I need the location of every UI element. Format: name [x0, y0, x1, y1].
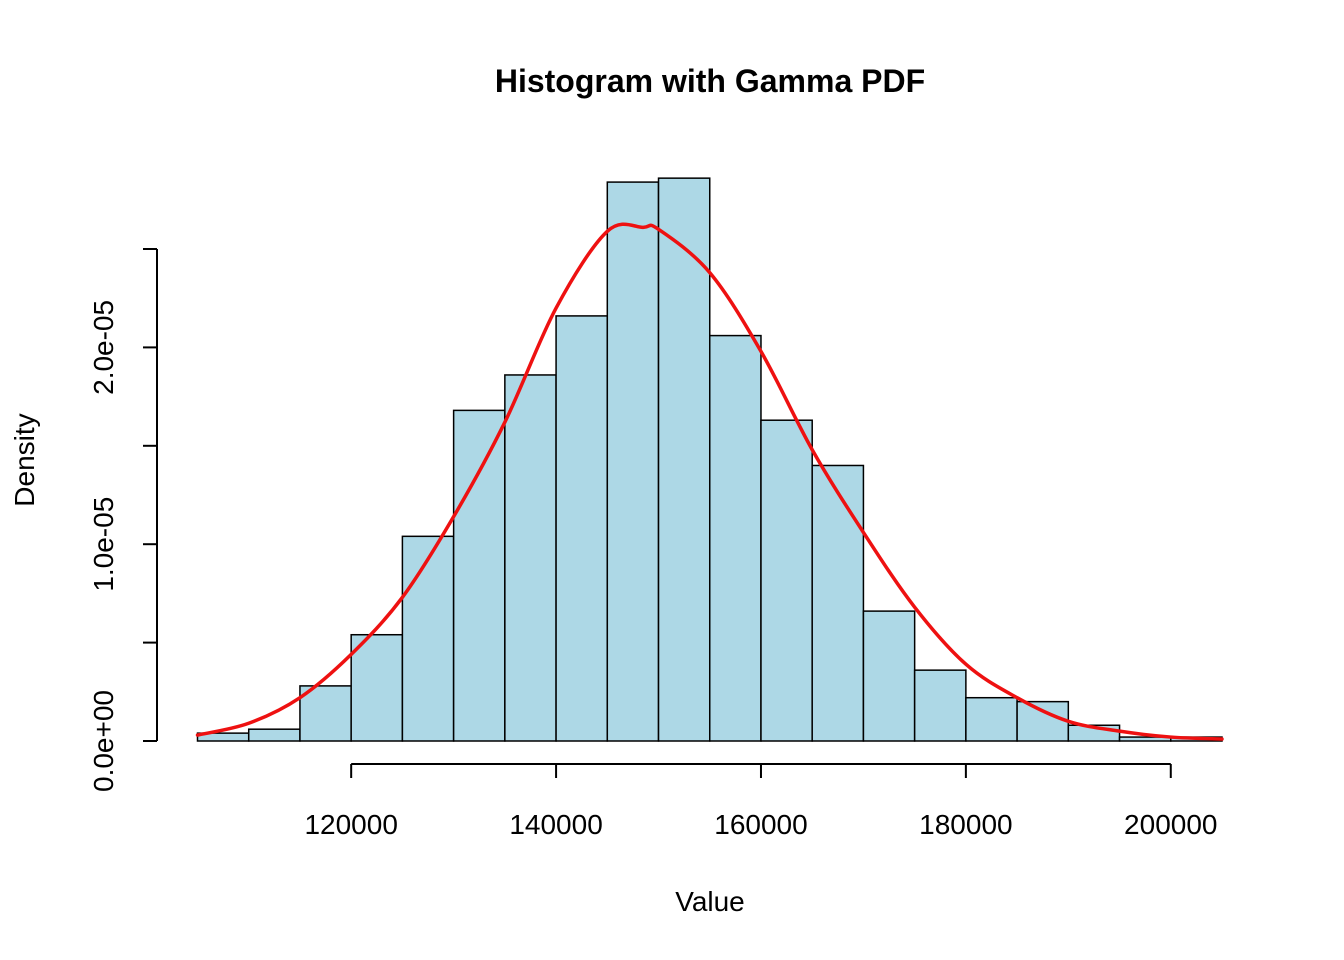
histogram-bar — [452, 409, 506, 742]
histogram-bar — [299, 685, 352, 742]
pdf-curve-group — [195, 222, 1224, 741]
gamma-pdf-curve — [195, 222, 1224, 741]
y-axis: 0.0e+00 1.0e-05 2.0e-05 — [88, 248, 158, 792]
histogram-bar — [1016, 700, 1070, 742]
histogram-bar — [965, 696, 1018, 742]
histogram-bar — [504, 374, 557, 742]
histogram-bar — [811, 464, 865, 742]
histogram-bar — [760, 419, 813, 742]
histogram-bar — [862, 610, 916, 742]
x-axis-label: Value — [675, 886, 745, 917]
y-tick-label: 0.0e+00 — [88, 690, 119, 792]
histogram-bar — [657, 177, 711, 742]
x-tick-label: 200000 — [1124, 809, 1217, 840]
histogram-bar — [709, 334, 762, 742]
histogram-bar — [606, 181, 660, 742]
histogram-bar — [350, 633, 404, 742]
histogram-bar — [247, 728, 301, 742]
x-tick-label: 180000 — [919, 809, 1012, 840]
x-axis: 120000 140000 160000 180000 200000 — [304, 763, 1217, 840]
x-tick-label: 160000 — [714, 809, 807, 840]
histogram-bar — [913, 669, 967, 742]
x-tick-label: 120000 — [304, 809, 397, 840]
y-tick-label: 2.0e-05 — [88, 300, 119, 395]
chart-title: Histogram with Gamma PDF — [495, 63, 925, 99]
histogram-bar — [555, 315, 609, 742]
y-tick-label: 1.0e-05 — [88, 497, 119, 592]
bars-group — [196, 177, 1223, 742]
histogram-bar — [401, 535, 455, 742]
x-tick-label: 140000 — [509, 809, 602, 840]
y-axis-label: Density — [9, 413, 40, 506]
